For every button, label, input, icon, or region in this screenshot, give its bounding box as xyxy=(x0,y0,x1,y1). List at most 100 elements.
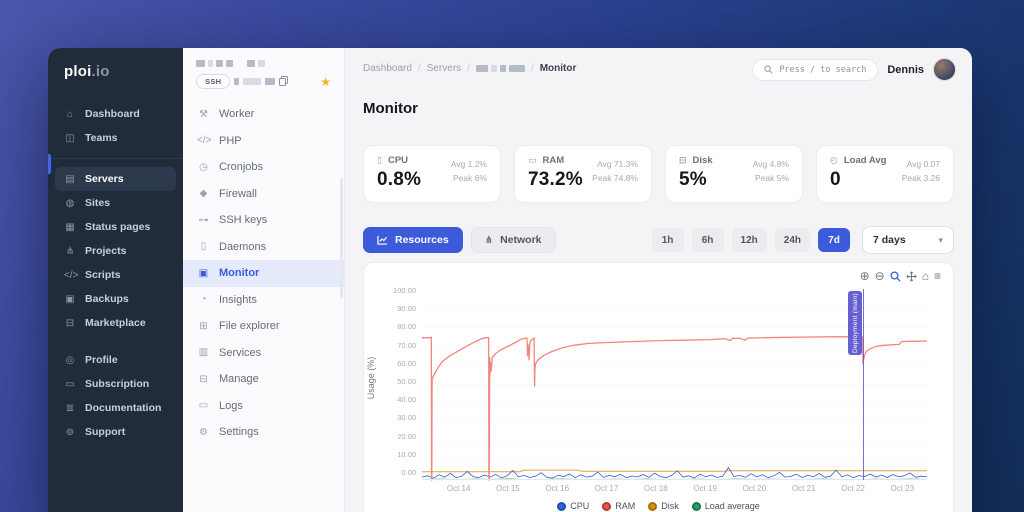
legend-item-cpu[interactable]: CPU xyxy=(557,501,589,511)
sidebar-item-subscription[interactable]: ▭ Subscription xyxy=(65,378,150,390)
breadcrumb: Dashboard / Servers / / Monitor xyxy=(363,63,577,74)
legend-dot-load xyxy=(691,501,701,511)
stat-card-disk: ⊟ Disk 5% Avg 4.8% Peak 5% xyxy=(665,145,803,203)
backups-icon: ▣ xyxy=(65,293,75,305)
chart-series xyxy=(421,307,928,481)
legend-item-load[interactable]: Load average xyxy=(691,501,760,511)
sidebar-item-teams[interactable]: ◫ Teams xyxy=(65,132,118,144)
server-nav-cronjobs[interactable]: ◷ Cronjobs xyxy=(183,154,344,181)
pie-icon: ◔ xyxy=(200,294,207,306)
support-icon: ⊚ xyxy=(65,426,75,438)
globe-icon: ◍ xyxy=(65,197,75,209)
docs-icon: ≣ xyxy=(65,402,75,414)
disk-peak: Peak 5% xyxy=(754,173,789,184)
disk-avg: Avg 4.8% xyxy=(752,159,789,169)
code-icon: </> xyxy=(197,135,212,147)
ploi-logo[interactable]: ploi.io xyxy=(64,63,110,80)
server-header: SSH ★ xyxy=(183,48,344,89)
favorite-star-icon[interactable]: ★ xyxy=(320,74,331,89)
zoom-out-icon[interactable]: ⊖ xyxy=(874,269,885,284)
page-title: Monitor xyxy=(363,100,418,117)
pan-icon[interactable] xyxy=(906,270,917,282)
legend-dot-cpu xyxy=(557,501,567,511)
stat-card-cpu: ▯ CPU 0.8% Avg 1.2% Peak 6% xyxy=(363,145,501,203)
server-nav-monitor[interactable]: ▣ Monitor xyxy=(183,260,344,287)
breadcrumb-dashboard[interactable]: Dashboard xyxy=(363,63,412,74)
sidebar-item-marketplace[interactable]: ⊟ Marketplace xyxy=(65,317,146,329)
selection-zoom-icon[interactable] xyxy=(890,270,901,282)
shield-icon: ◆ xyxy=(199,188,208,200)
server-nav-worker[interactable]: ⚒ Worker xyxy=(183,101,344,128)
ssh-badge[interactable]: SSH xyxy=(196,74,231,89)
server-nav-settings[interactable]: ⚙ Settings xyxy=(183,419,344,446)
daemon-icon: ▯ xyxy=(200,241,207,253)
menu-icon[interactable]: ≡ xyxy=(933,269,941,284)
server-nav-firewall[interactable]: ◆ Firewall xyxy=(183,181,344,208)
legend-item-disk[interactable]: Disk xyxy=(648,501,679,511)
marketplace-icon: ⊟ xyxy=(65,317,75,329)
sidebar-item-profile[interactable]: ◎ Profile xyxy=(65,354,118,366)
range-6h[interactable]: 6h xyxy=(691,228,724,252)
legend-item-ram[interactable]: RAM xyxy=(602,501,635,511)
gauge-icon: ◴ xyxy=(830,155,838,165)
scrollbar-thumb[interactable] xyxy=(340,178,343,298)
sidebar-divider xyxy=(48,158,183,159)
teams-icon: ◫ xyxy=(65,132,75,144)
ram-avg: Avg 71.3% xyxy=(597,159,638,169)
server-nav-insights[interactable]: ◔ Insights xyxy=(183,287,344,314)
briefcase-icon: ⊟ xyxy=(199,373,208,385)
code-icon: </> xyxy=(64,269,79,281)
server-nav-manage[interactable]: ⊟ Manage xyxy=(183,366,344,393)
sidebar-item-support[interactable]: ⊚ Support xyxy=(65,426,126,438)
range-select[interactable]: 7 days ▾ xyxy=(862,226,954,254)
breadcrumb-servers[interactable]: Servers xyxy=(426,63,462,74)
copy-icon[interactable] xyxy=(279,76,289,87)
chart-controls: Resources ⋔ Network 1h 6h 12h 24h 7d 7 d… xyxy=(363,226,954,254)
monitor-icon: ▣ xyxy=(198,267,209,279)
redacted-ip xyxy=(243,78,262,85)
server-sidebar: SSH ★ ⚒ Worker </> PHP ◷ Cronjobs ◆ Firewall… xyxy=(183,48,345,512)
tree-icon: ⊞ xyxy=(199,320,208,332)
zoom-in-icon[interactable]: ⊕ xyxy=(859,269,870,284)
ram-value: 73.2% xyxy=(528,169,583,190)
sidebar-item-projects[interactable]: ⋔ Projects xyxy=(65,245,127,257)
sidebar-item-dashboard[interactable]: ⌂ Dashboard xyxy=(55,102,176,126)
server-nav-logs[interactable]: ▭ Logs xyxy=(198,399,243,412)
sidebar-item-documentation[interactable]: ≣ Documentation xyxy=(65,402,162,414)
sidebar-item-sites[interactable]: ◍ Sites xyxy=(65,197,111,209)
search-input[interactable]: Press / to search xyxy=(752,58,879,81)
sidebar-item-status-pages[interactable]: ▦ Status pages xyxy=(65,221,151,233)
y-axis-ticks: 100.00 90.00 80.00 70.00 60.00 50.00 40.00 3… xyxy=(393,286,416,477)
redacted-ip xyxy=(234,78,240,85)
x-axis-ticks: Oct 14 Oct 15 Oct 16 Oct 17 Oct 18 Oct 19 O… xyxy=(446,484,915,493)
server-nav-daemons[interactable]: ▯ Daemons xyxy=(183,234,344,261)
main-sidebar: ploi.io ⌂ Dashboard ◫ Teams ▤ Servers ◍ Site… xyxy=(48,48,183,512)
stat-cards: ▯ CPU 0.8% Avg 1.2% Peak 6% ▭ RAM 73.2% Avg… xyxy=(363,145,954,203)
chart-legend: CPU RAM Disk Load average xyxy=(364,501,953,511)
sidebar-item-servers[interactable]: ▤ Servers xyxy=(55,167,176,191)
load-avg: Avg 0.07 xyxy=(906,159,940,169)
range-7d[interactable]: 7d xyxy=(818,228,850,252)
status-pages-icon: ▦ xyxy=(65,221,75,233)
server-nav-ssh-keys[interactable]: ⊶ SSH keys xyxy=(198,214,268,227)
stat-card-ram: ▭ RAM 73.2% Avg 71.3% Peak 74.8% xyxy=(514,145,652,203)
tab-resources[interactable]: Resources xyxy=(363,227,463,253)
chart-plot-area[interactable]: Deployment (main) xyxy=(421,289,928,481)
active-accent-bar xyxy=(48,154,51,174)
range-12h[interactable]: 12h xyxy=(731,228,767,252)
sidebar-item-scripts[interactable]: </> Scripts xyxy=(64,269,121,281)
range-24h[interactable]: 24h xyxy=(774,228,810,252)
avatar[interactable] xyxy=(933,58,956,81)
tab-network[interactable]: ⋔ Network xyxy=(470,227,556,253)
user-name[interactable]: Dennis xyxy=(887,63,924,76)
range-1h[interactable]: 1h xyxy=(651,228,684,252)
home-icon: ⌂ xyxy=(66,108,74,120)
resources-chart-card: ⊕ ⊖ ⌂ ≡ Usage (%) 100.00 90.00 80.00 70.00… xyxy=(363,262,954,512)
reset-home-icon[interactable]: ⌂ xyxy=(921,269,929,284)
ram-peak: Peak 74.8% xyxy=(592,173,638,184)
logs-icon: ▭ xyxy=(198,400,209,412)
sidebar-item-backups[interactable]: ▣ Backups xyxy=(65,293,129,305)
server-nav-services[interactable]: ▥ Services xyxy=(198,346,262,359)
server-nav-file-explorer[interactable]: ⊞ File explorer xyxy=(183,313,344,340)
server-nav-php[interactable]: </> PHP xyxy=(197,134,242,147)
